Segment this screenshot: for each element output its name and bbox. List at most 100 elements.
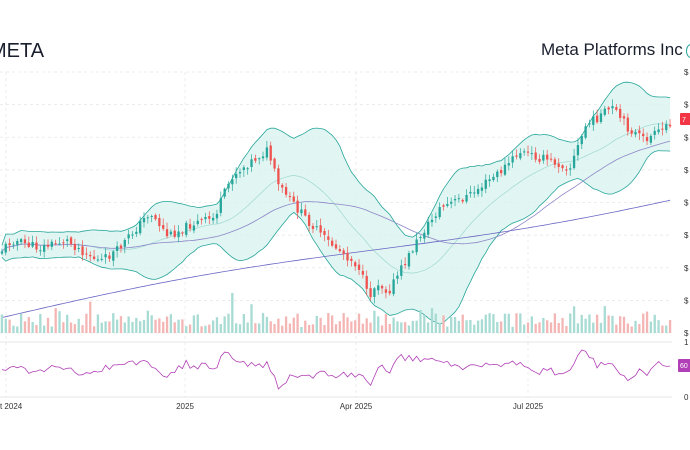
candle-body xyxy=(561,165,564,169)
candle-body xyxy=(85,253,88,255)
candle-body xyxy=(50,241,53,247)
price-tick-label: $ xyxy=(684,199,689,208)
candle-body xyxy=(342,250,345,254)
volume-bar xyxy=(511,326,514,333)
candle-body xyxy=(12,244,15,246)
volume-bar xyxy=(223,316,226,333)
candle-body xyxy=(519,153,522,159)
candle-body xyxy=(162,225,165,229)
volume-bar xyxy=(12,325,15,333)
candle-body xyxy=(546,154,549,160)
candle-body xyxy=(346,252,349,261)
volume-bar xyxy=(196,314,199,333)
volume-bar xyxy=(211,320,215,333)
candle-body xyxy=(165,229,169,237)
volume-bar xyxy=(258,323,261,333)
candle-body xyxy=(630,130,633,134)
volume-bar xyxy=(112,313,115,333)
last-price-label: 7 xyxy=(682,117,686,124)
volume-bar xyxy=(215,317,219,333)
candle-body xyxy=(626,117,629,132)
volume-bar xyxy=(373,310,376,333)
candle-body xyxy=(54,243,57,245)
volume-bar xyxy=(19,313,23,333)
rsi-value-badge xyxy=(678,359,690,372)
candle-body xyxy=(407,253,411,267)
candle-body xyxy=(173,230,176,237)
candle-body xyxy=(619,108,622,118)
candle-body xyxy=(515,155,518,157)
candle-body xyxy=(261,156,265,159)
volume-bar xyxy=(430,308,434,333)
candle-body xyxy=(315,226,318,228)
candle-body xyxy=(77,247,80,249)
volume-bar xyxy=(461,314,464,333)
volume-bar xyxy=(369,322,372,333)
ticker-title: META xyxy=(0,40,45,62)
candle-body xyxy=(0,251,4,254)
candle-body xyxy=(334,244,338,249)
candle-body xyxy=(469,191,472,194)
candle-body xyxy=(327,236,330,240)
volume-bar xyxy=(442,315,445,333)
candle-body xyxy=(254,158,257,161)
volume-bar xyxy=(657,320,660,333)
candle-body xyxy=(572,155,576,169)
candle-body xyxy=(35,242,38,250)
volume-bar xyxy=(542,317,545,333)
candle-body xyxy=(484,179,487,189)
candle-body xyxy=(580,135,583,145)
candle-body xyxy=(323,230,326,236)
volume-bar xyxy=(469,320,472,333)
volume-bar xyxy=(519,313,522,333)
candle-body xyxy=(235,173,238,179)
rsi-panel xyxy=(1,349,671,390)
volume-bar xyxy=(89,301,92,333)
candle-body xyxy=(89,254,92,257)
candle-body xyxy=(108,255,111,259)
company-name: Meta Platforms Inc xyxy=(541,40,683,59)
volume-bar xyxy=(119,316,123,333)
bollinger-bands xyxy=(1,81,671,325)
volume-bar xyxy=(580,314,583,333)
candle-body xyxy=(526,151,530,153)
volume-bar xyxy=(92,326,96,333)
candle-body xyxy=(488,179,491,182)
volume-bar xyxy=(35,324,38,333)
volume-bar xyxy=(434,313,437,333)
candle-body xyxy=(388,290,391,294)
volume-bar xyxy=(146,310,149,333)
candle-body xyxy=(81,246,84,256)
candle-body xyxy=(384,289,388,293)
volume-bar xyxy=(131,321,134,333)
candle-body xyxy=(231,179,234,185)
candle-body xyxy=(668,124,672,127)
candle-body xyxy=(296,200,299,213)
volume-bar xyxy=(162,321,165,333)
volume-bar xyxy=(407,325,411,333)
candle-body xyxy=(142,218,146,223)
volume-bar xyxy=(523,324,526,333)
candle-body xyxy=(642,133,645,137)
volume-bar xyxy=(154,319,157,333)
candle-body xyxy=(311,225,315,229)
volume-bar xyxy=(108,321,111,333)
candle-body xyxy=(319,225,322,233)
volume-bar xyxy=(665,325,668,333)
volume-bar xyxy=(200,326,203,333)
volume-bar xyxy=(446,326,449,333)
volume-bar xyxy=(85,313,88,333)
candle-body xyxy=(450,201,453,204)
candle-body xyxy=(476,188,480,194)
candle-body xyxy=(354,262,357,267)
volume-bar xyxy=(668,319,672,333)
candle-body xyxy=(27,242,30,247)
volume-bar xyxy=(8,319,11,333)
candle-body xyxy=(592,116,595,125)
volume-bar xyxy=(54,308,57,333)
volume-bar xyxy=(584,318,587,333)
candle-body xyxy=(169,231,173,235)
volume-bar xyxy=(62,322,65,333)
volume-bar xyxy=(219,324,222,333)
